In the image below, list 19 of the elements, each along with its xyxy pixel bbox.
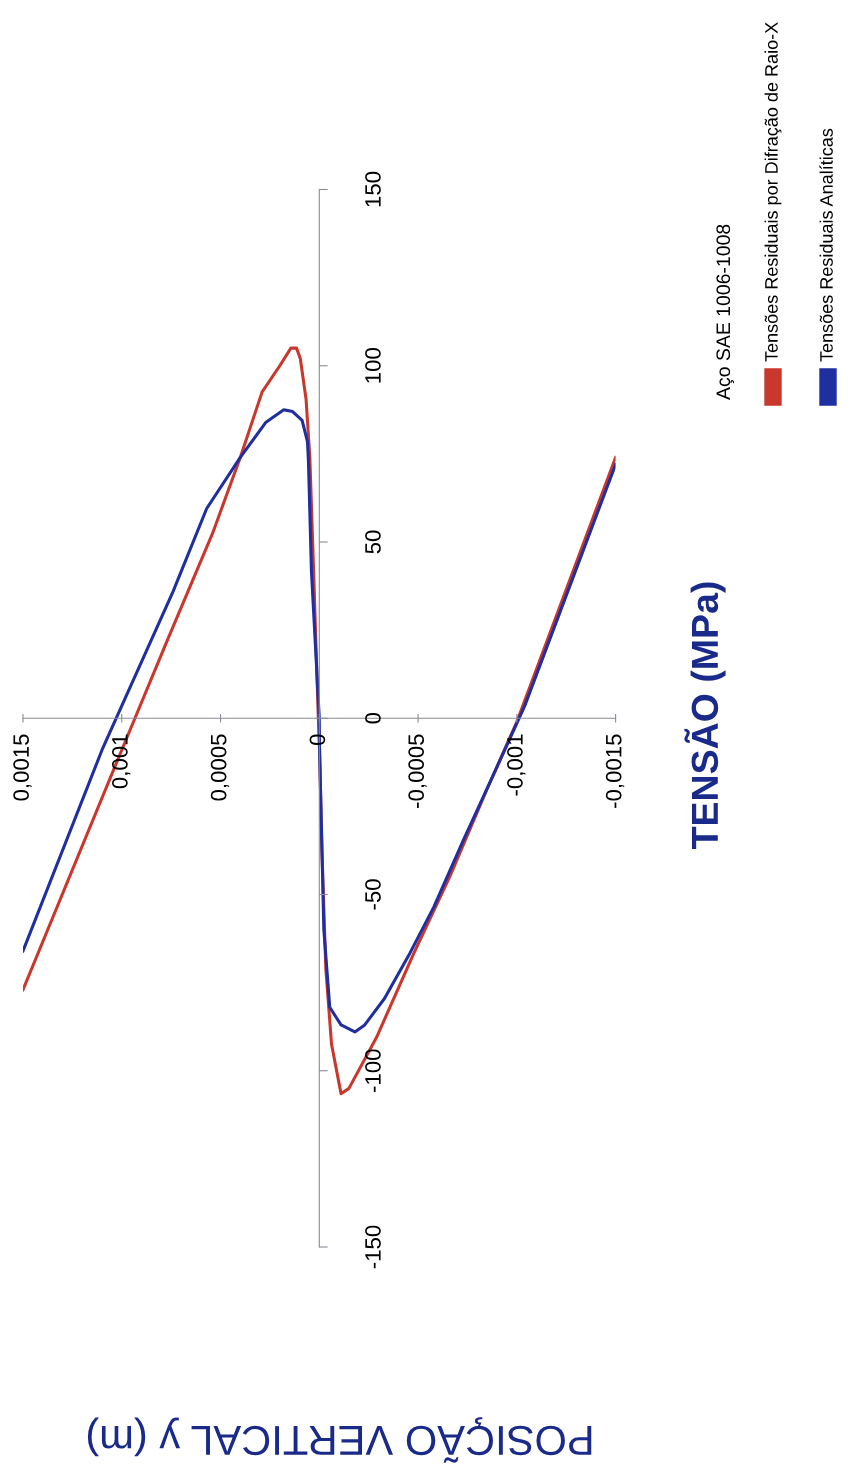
x-tick-label: 0,001 <box>112 734 131 789</box>
y-tick-label: -100 <box>365 1049 381 1092</box>
x-tick-label: -0,001 <box>507 734 526 796</box>
y-tick-label: -50 <box>365 879 381 910</box>
text: Tensões Residuais por Difração de Raio-X <box>764 22 782 362</box>
y-tick-label: 100 <box>365 348 381 383</box>
x-axis-title: POSIÇÃO VERTICAL y (m) <box>87 1417 592 1463</box>
x-tick-label: 0 <box>309 734 326 746</box>
y-axis-title: TENSÃO (MPa) <box>684 582 726 849</box>
x-tick-label: 0,0015 <box>13 734 32 801</box>
y-tick-label: 50 <box>365 530 381 554</box>
x-tick-label: -0,0015 <box>605 734 625 808</box>
text: Tensões Residuais Analíticas <box>819 128 833 362</box>
y-tick-label: -150 <box>365 1225 381 1269</box>
legend-title: Aço SAE 1006-1008 <box>716 224 735 400</box>
x-tick-label: 0,0005 <box>210 734 230 801</box>
y-tick-label: 150 <box>365 171 381 207</box>
x-tick-label: -0,0005 <box>408 734 427 808</box>
y-tick-label: 0 <box>365 712 381 724</box>
